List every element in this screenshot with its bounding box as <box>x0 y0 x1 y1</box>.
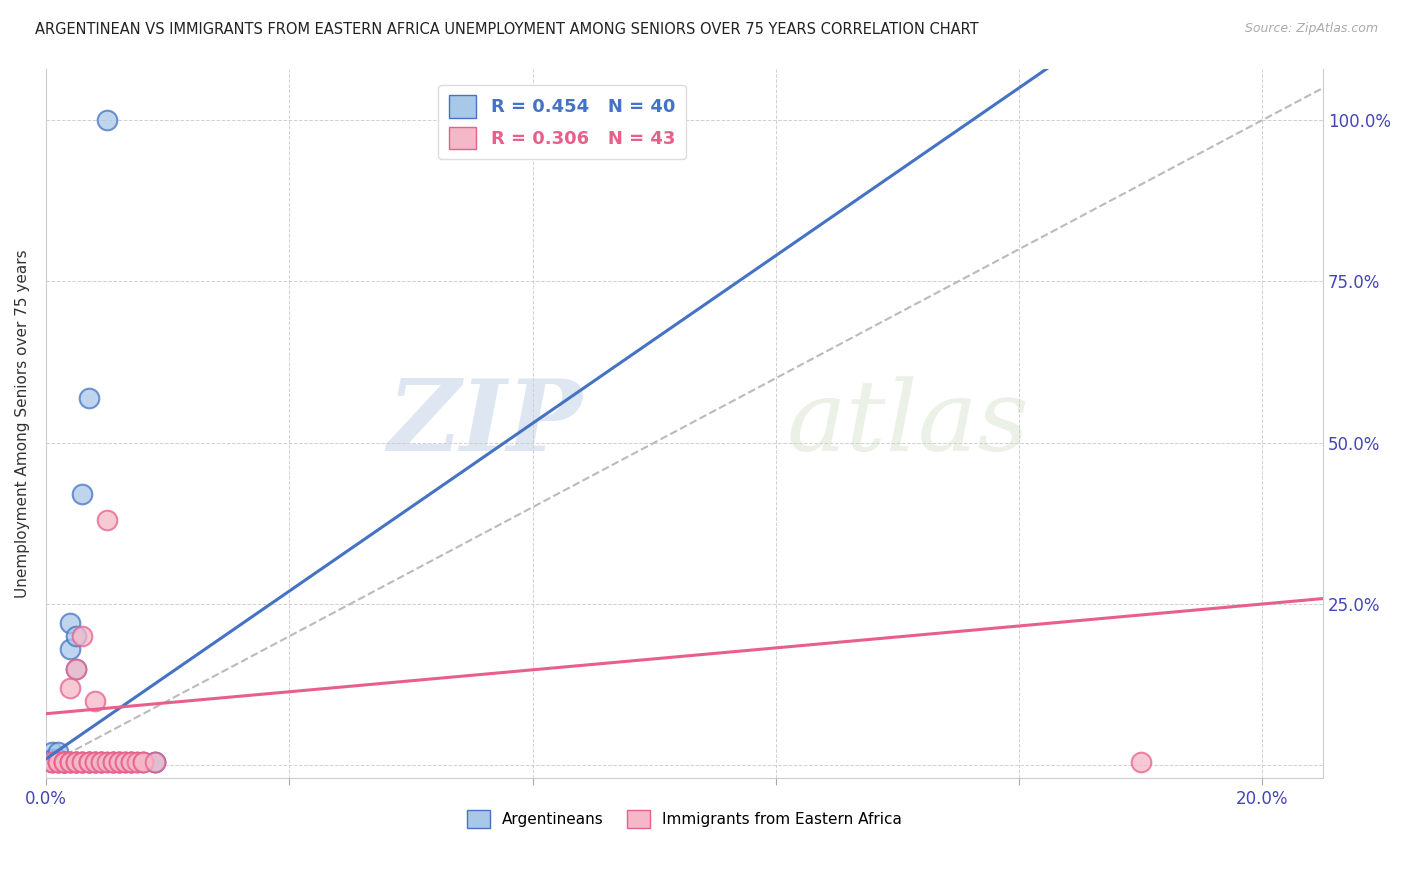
Point <box>96 755 118 769</box>
Point <box>46 746 69 760</box>
Point <box>90 755 112 769</box>
Point <box>72 755 94 769</box>
Point <box>41 755 63 769</box>
Point <box>53 755 76 769</box>
Text: ARGENTINEAN VS IMMIGRANTS FROM EASTERN AFRICA UNEMPLOYMENT AMONG SENIORS OVER 75: ARGENTINEAN VS IMMIGRANTS FROM EASTERN A… <box>35 22 979 37</box>
Point <box>108 755 131 769</box>
Point <box>53 755 76 769</box>
Point <box>101 755 124 769</box>
Point <box>53 755 76 769</box>
Point <box>65 755 87 769</box>
Point <box>145 755 167 769</box>
Point <box>59 755 82 769</box>
Point <box>90 755 112 769</box>
Point <box>77 391 100 405</box>
Point <box>120 755 142 769</box>
Point <box>72 755 94 769</box>
Text: atlas: atlas <box>787 376 1029 471</box>
Point <box>59 755 82 769</box>
Point <box>72 755 94 769</box>
Point <box>77 755 100 769</box>
Point <box>145 755 167 769</box>
Point <box>65 755 87 769</box>
Point <box>41 755 63 769</box>
Point <box>114 755 136 769</box>
Point <box>65 661 87 675</box>
Point <box>120 755 142 769</box>
Point <box>59 755 82 769</box>
Point <box>72 487 94 501</box>
Point <box>59 755 82 769</box>
Point <box>72 755 94 769</box>
Text: Source: ZipAtlas.com: Source: ZipAtlas.com <box>1244 22 1378 36</box>
Point <box>101 755 124 769</box>
Point <box>46 755 69 769</box>
Point <box>41 746 63 760</box>
Point <box>53 755 76 769</box>
Point <box>101 755 124 769</box>
Point <box>83 755 105 769</box>
Point <box>96 113 118 128</box>
Point <box>96 513 118 527</box>
Point <box>132 755 155 769</box>
Point <box>90 755 112 769</box>
Point <box>59 681 82 695</box>
Text: ZIP: ZIP <box>388 376 582 472</box>
Point <box>46 755 69 769</box>
Point <box>65 661 87 675</box>
Point <box>77 755 100 769</box>
Point <box>53 755 76 769</box>
Point <box>65 755 87 769</box>
Point <box>65 629 87 643</box>
Point <box>41 752 63 766</box>
Y-axis label: Unemployment Among Seniors over 75 years: Unemployment Among Seniors over 75 years <box>15 249 30 598</box>
Point <box>72 629 94 643</box>
Point <box>83 755 105 769</box>
Legend: Argentineans, Immigrants from Eastern Africa: Argentineans, Immigrants from Eastern Af… <box>461 804 908 834</box>
Point <box>77 755 100 769</box>
Point <box>127 755 149 769</box>
Point <box>83 694 105 708</box>
Point <box>53 755 76 769</box>
Point <box>59 616 82 631</box>
Point <box>108 755 131 769</box>
Point <box>83 755 105 769</box>
Point <box>145 755 167 769</box>
Point <box>41 755 63 769</box>
Point <box>120 755 142 769</box>
Point <box>65 755 87 769</box>
Point <box>101 755 124 769</box>
Point <box>46 755 69 769</box>
Point <box>108 755 131 769</box>
Point <box>1129 755 1152 769</box>
Point <box>127 755 149 769</box>
Point <box>53 755 76 769</box>
Point <box>132 755 155 769</box>
Point <box>120 755 142 769</box>
Point <box>108 755 131 769</box>
Point <box>90 755 112 769</box>
Point <box>114 755 136 769</box>
Point <box>65 755 87 769</box>
Point <box>77 755 100 769</box>
Point <box>114 755 136 769</box>
Point <box>46 752 69 766</box>
Point <box>83 755 105 769</box>
Point <box>59 642 82 657</box>
Point <box>132 755 155 769</box>
Point <box>46 755 69 769</box>
Point <box>53 755 76 769</box>
Point <box>96 755 118 769</box>
Point <box>77 755 100 769</box>
